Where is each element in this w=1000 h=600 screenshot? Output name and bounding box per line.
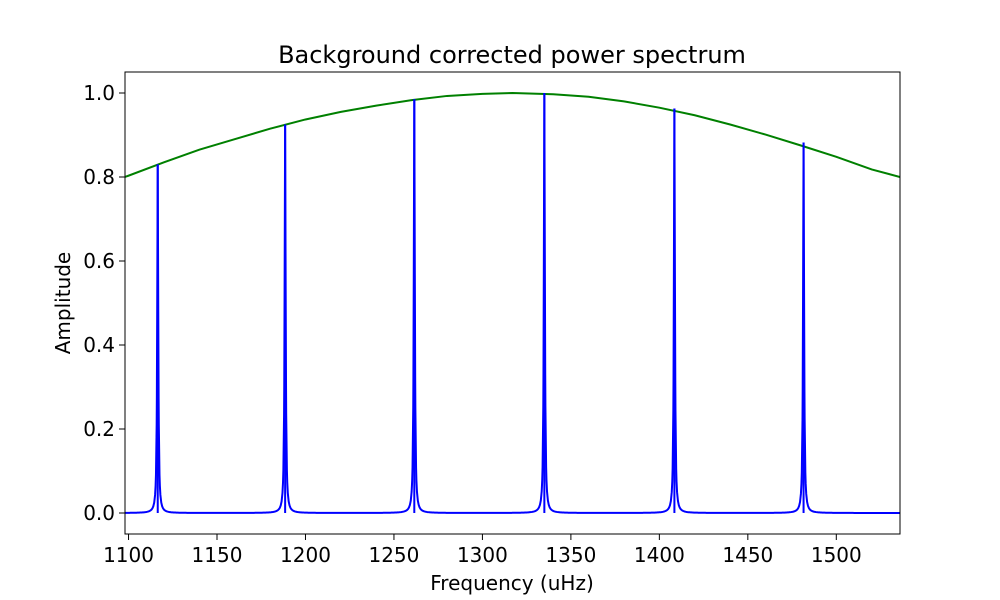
y-tick-label: 0.6 [83,249,115,273]
x-axis: 1100 1150 1200 1250 1300 1350 1400 1450 1500 [103,534,862,567]
x-tick-label: 1100 [103,543,154,567]
x-tick-label: 1250 [368,543,419,567]
x-axis-label: Frequency (uHz) [430,571,594,595]
y-tick-label: 0.0 [83,501,115,525]
x-tick-label: 1350 [545,543,596,567]
y-tick-label: 0.4 [83,333,115,357]
x-tick-label: 1400 [634,543,685,567]
y-tick-label: 0.2 [83,417,115,441]
envelope-line [125,91,900,178]
x-tick-label: 1450 [722,543,773,567]
chart-title: Background corrected power spectrum [278,41,746,69]
y-tick-label: 1.0 [83,81,115,105]
spectrum-line [125,92,900,514]
plot-frame [124,71,901,535]
y-axis: 0.0 0.2 0.4 0.6 0.8 1.0 [83,81,125,525]
x-tick-label: 1300 [457,543,508,567]
y-axis-label: Amplitude [51,252,75,355]
x-tick-label: 1500 [811,543,862,567]
y-tick-label: 0.8 [83,165,115,189]
x-tick-label: 1150 [192,543,243,567]
x-tick-label: 1200 [280,543,331,567]
plot-area [125,91,900,514]
